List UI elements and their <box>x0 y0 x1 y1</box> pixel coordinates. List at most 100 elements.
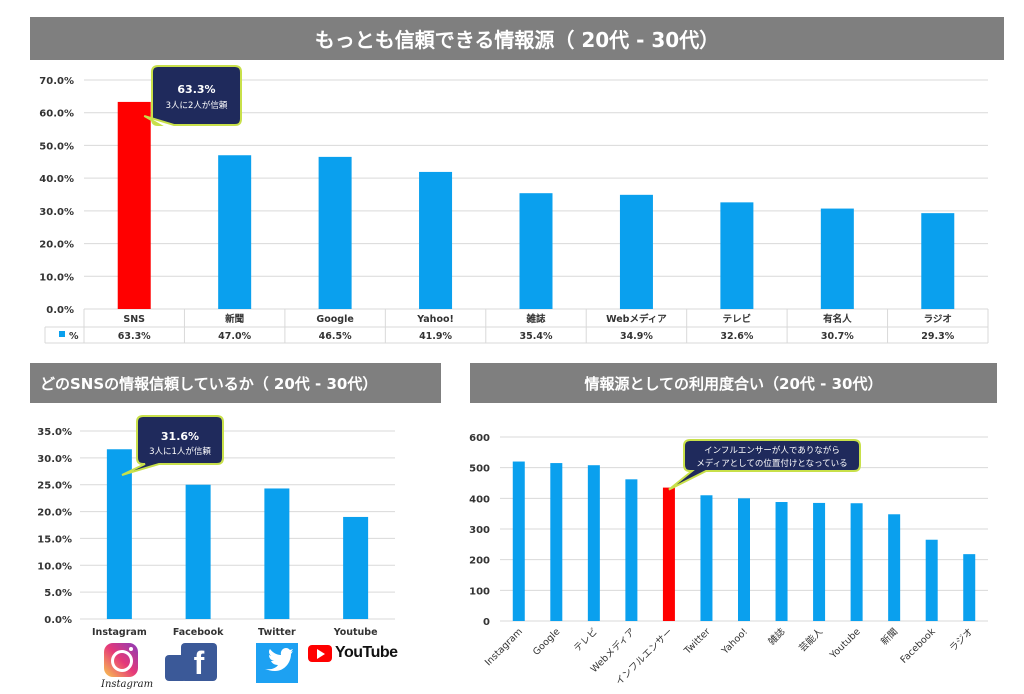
influencer-callout-text-1: メディアとしての位置付けとなっている <box>696 458 847 469</box>
y-tick-label: 15.0% <box>37 534 72 545</box>
bar <box>318 156 352 309</box>
value-label: 29.3% <box>921 331 954 342</box>
category-label: 芸能人 <box>797 625 826 654</box>
value-label: 63.3% <box>118 331 151 342</box>
bar <box>185 484 211 619</box>
sns-callout: 31.6% 3人に1人が信頼 <box>121 415 224 476</box>
category-label: Yahoo! <box>719 626 750 657</box>
sns-trust-chart-title: どのSNSの情報信頼しているか（ 20代 - 30代） <box>30 363 441 403</box>
bar <box>888 514 901 621</box>
bar <box>850 503 863 621</box>
bar <box>264 488 290 619</box>
value-label: 41.9% <box>419 331 452 342</box>
sns-callout-text-0: 31.6% <box>161 430 199 443</box>
y-tick-label: 20.0% <box>37 508 72 519</box>
legend-label: % <box>69 331 79 342</box>
facebook-icon: f <box>181 643 217 681</box>
category-label: Twitter <box>682 626 713 657</box>
twitter-logo <box>256 643 298 683</box>
category-label: 新聞 <box>225 313 244 325</box>
influencer-callout-box <box>668 439 861 491</box>
trust-callout-box <box>143 65 242 126</box>
top-chart-title: もっとも信頼できる情報源（ 20代 - 30代） <box>30 17 1004 60</box>
y-tick-label: 50.0% <box>39 141 74 152</box>
bar <box>587 465 600 621</box>
y-tick-label: 30.0% <box>37 454 72 465</box>
y-tick-label: 10.0% <box>37 561 72 572</box>
category-label: Youtube <box>333 627 378 638</box>
category-label: Facebook <box>173 627 224 638</box>
bar <box>625 479 638 621</box>
bar <box>963 554 976 621</box>
y-tick-label: 60.0% <box>39 109 74 120</box>
bar <box>921 213 955 309</box>
bar <box>619 194 653 309</box>
youtube-wordmark: YouTube <box>335 644 398 661</box>
category-label: Twitter <box>258 627 296 638</box>
bar <box>925 539 938 621</box>
bar <box>550 463 563 621</box>
category-label: テレビ <box>572 626 600 654</box>
y-tick-label: 0.0% <box>44 615 72 626</box>
bar <box>343 516 369 619</box>
value-label: 47.0% <box>218 331 251 342</box>
instagram-caption: Instagram <box>101 679 154 690</box>
category-label: Webメディア <box>606 313 667 325</box>
youtube-play-icon <box>308 645 332 662</box>
bar <box>662 487 675 621</box>
trust-callout-text-1: 3人に2人が信頼 <box>166 100 228 111</box>
y-tick-label: 600 <box>469 433 490 444</box>
bar <box>738 498 750 621</box>
category-label: テレビ <box>723 313 752 325</box>
trust-callout: 63.3% 3人に2人が信頼 <box>143 65 242 126</box>
y-tick-label: 500 <box>469 464 490 475</box>
facebook-logo: f <box>165 643 217 683</box>
bar <box>519 193 553 309</box>
category-label: 新聞 <box>878 626 900 648</box>
usage-chart-title: 情報源としての利用度合い（20代 - 30代） <box>470 363 997 403</box>
category-label: Instagram <box>483 626 525 668</box>
category-label: Google <box>531 626 563 658</box>
category-label: 雑誌 <box>525 313 546 325</box>
influencer-callout-text-0: インフルエンサーが人でありながら <box>704 445 840 456</box>
y-tick-label: 10.0% <box>39 272 74 283</box>
sns-callout-text-1: 3人に1人が信頼 <box>149 446 211 457</box>
bar <box>720 202 754 309</box>
bar <box>512 461 525 621</box>
category-label: 雑誌 <box>766 625 788 647</box>
twitter-bird-icon <box>265 648 293 671</box>
y-tick-label: 100 <box>469 586 490 597</box>
category-label: ラジオ <box>924 314 952 325</box>
y-tick-label: 35.0% <box>37 427 72 438</box>
category-label: 有名人 <box>823 313 852 325</box>
bar <box>419 171 453 309</box>
bar <box>775 502 788 621</box>
value-label: 46.5% <box>319 331 352 342</box>
instagram-icon <box>104 643 138 677</box>
y-tick-label: 40.0% <box>39 174 74 185</box>
y-tick-label: 200 <box>469 556 490 567</box>
y-tick-label: 5.0% <box>44 588 72 599</box>
category-label: Google <box>316 314 353 325</box>
bar <box>813 502 826 621</box>
trust-callout-text-0: 63.3% <box>177 83 215 96</box>
category-label: ラジオ <box>948 626 976 654</box>
bar <box>700 495 713 621</box>
y-tick-label: 25.0% <box>37 481 72 492</box>
y-tick-label: 70.0% <box>39 76 74 87</box>
y-tick-label: 20.0% <box>39 240 74 251</box>
category-label: Youtube <box>827 626 862 661</box>
bar <box>820 208 854 309</box>
bar <box>218 155 252 309</box>
bar <box>117 101 151 309</box>
value-label: 30.7% <box>821 331 854 342</box>
instagram-logo: Instagram <box>101 643 154 693</box>
y-tick-label: 0.0% <box>46 305 74 316</box>
value-label: 32.6% <box>720 331 753 342</box>
sns-callout-box <box>121 415 224 476</box>
value-label: 35.4% <box>520 331 553 342</box>
